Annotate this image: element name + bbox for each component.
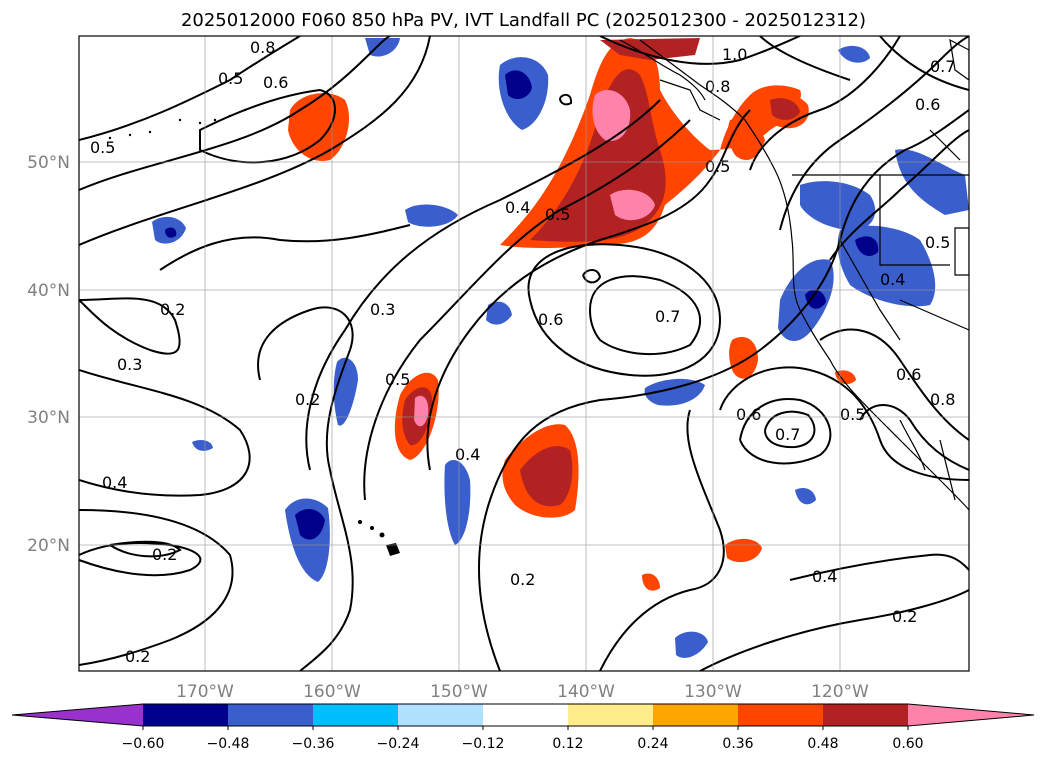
colorbar-extend-max	[908, 704, 1034, 726]
colorbar-extend-min	[12, 704, 143, 726]
contour-label: 1.0	[722, 45, 747, 64]
contour-labels: 0.8 0.5 0.6 0.5 1.0 0.8 0.6 0.7 0.4 0.5 …	[90, 38, 955, 666]
contour-label: 0.5	[545, 205, 570, 224]
lon-label: 140°W	[557, 682, 615, 702]
colorbar-segment	[568, 704, 653, 726]
colorbar-segment	[228, 704, 313, 726]
contour-label: 0.6	[896, 365, 921, 384]
colorbar-segment	[483, 704, 568, 726]
contour-label: 0.8	[705, 77, 730, 96]
colorbar: −0.60 −0.48 −0.36 −0.24 −0.12 0.12 0.24 0.36 0.4…	[11, 703, 1035, 752]
contour-label: 0.3	[117, 355, 142, 374]
contour-label: 0.8	[250, 38, 275, 57]
contour-label: 0.4	[812, 567, 837, 586]
contour-label: 0.6	[263, 73, 288, 92]
contour-label: 0.5	[705, 157, 730, 176]
colorbar-tick-label: −0.36	[292, 736, 335, 752]
contour-label: 0.2	[125, 647, 150, 666]
colorbar-segment	[823, 704, 908, 726]
map-frame	[78, 35, 970, 672]
colorbar-tick-label: 0.12	[552, 736, 583, 752]
lat-label: 20°N	[27, 536, 70, 556]
contour-label: 0.6	[915, 95, 940, 114]
colorbar-segment	[653, 704, 738, 726]
contour-label: 0.8	[930, 390, 955, 409]
contour-label: 0.4	[505, 198, 530, 217]
colorbar-tick-label: 0.36	[722, 736, 753, 752]
lat-label: 40°N	[27, 281, 70, 301]
colorbar-segment	[313, 704, 398, 726]
contour-label: 0.6	[538, 310, 563, 329]
contour-label: 0.7	[930, 57, 955, 76]
contour-label: 0.5	[840, 405, 865, 424]
colorbar-tick-label: 0.48	[807, 736, 838, 752]
map-title: 2025012000 F060 850 hPa PV, IVT Landfall…	[180, 10, 867, 31]
graticule	[79, 36, 969, 671]
contour-label: 0.2	[892, 607, 917, 626]
contour-label: 0.5	[925, 233, 950, 252]
colorbar-segment	[143, 704, 228, 726]
lon-label: 120°W	[811, 682, 869, 702]
lat-label: 50°N	[27, 153, 70, 173]
contour-label: 0.4	[455, 445, 480, 464]
contour-label: 0.7	[775, 425, 800, 444]
contour-label: 0.3	[370, 300, 395, 319]
contour-label: 0.2	[510, 570, 535, 589]
colorbar-segment	[398, 704, 483, 726]
coastlines	[619, 38, 969, 511]
contour-label: 0.6	[736, 405, 761, 424]
colorbar-tick-label: 0.60	[892, 736, 923, 752]
contour-label: 0.2	[160, 300, 185, 319]
lon-label: 160°W	[303, 682, 361, 702]
contour-label: 0.2	[152, 545, 177, 564]
contour-label: 0.5	[90, 138, 115, 157]
contour-label: 0.4	[102, 473, 127, 492]
contour-label: 0.5	[385, 370, 410, 389]
contour-label: 0.7	[655, 307, 680, 326]
colorbar-segment	[738, 704, 823, 726]
map-area	[79, 36, 969, 671]
contour-label: 0.4	[880, 270, 905, 289]
colorbar-tick-label: −0.60	[122, 736, 165, 752]
contour-label: 0.5	[218, 69, 243, 88]
colorbar-tick-label: 0.24	[637, 736, 668, 752]
lon-label: 150°W	[430, 682, 488, 702]
islands	[108, 108, 400, 556]
pv-shading	[152, 38, 969, 658]
lat-label: 30°N	[27, 408, 70, 428]
lon-label: 130°W	[684, 682, 742, 702]
colorbar-tick-label: −0.24	[377, 736, 420, 752]
lon-label: 170°W	[176, 682, 234, 702]
ivt-contours	[79, 36, 969, 671]
contour-label: 0.2	[295, 390, 320, 409]
colorbar-tick-label: −0.48	[207, 736, 250, 752]
colorbar-tick-label: −0.12	[462, 736, 505, 752]
